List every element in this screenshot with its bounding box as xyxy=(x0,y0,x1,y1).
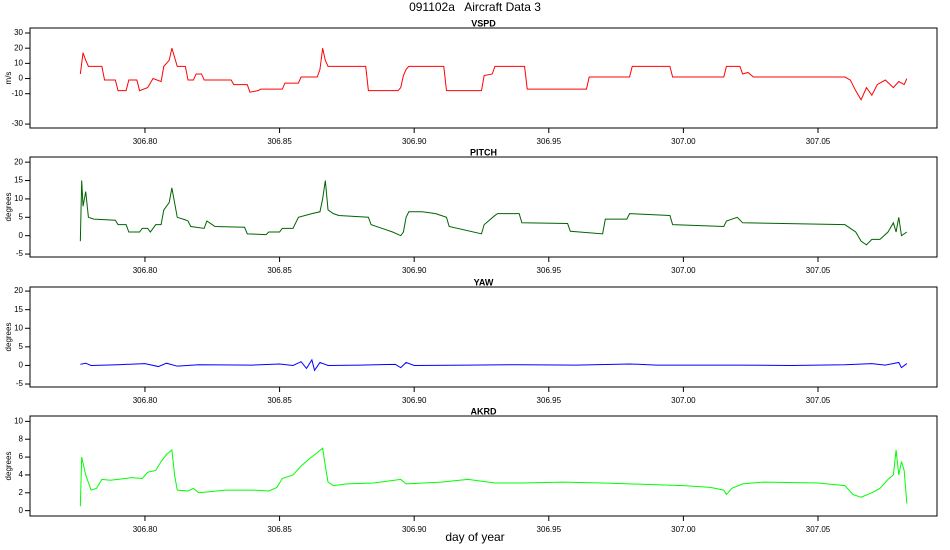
x-tick-label: 306.90 xyxy=(402,396,427,405)
y-tick-label: 20 xyxy=(14,286,23,295)
x-tick-label: 307.00 xyxy=(671,396,696,405)
x-tick-label: 307.00 xyxy=(671,266,696,275)
x-tick-label: 306.80 xyxy=(133,137,158,146)
y-axis-label: m/s xyxy=(4,72,13,85)
x-tick-label: 306.80 xyxy=(133,266,158,275)
x-tick-label: 306.85 xyxy=(267,525,292,534)
panel-title: VSPD xyxy=(471,18,496,28)
y-tick-label: 0 xyxy=(19,231,24,240)
x-axis-label: day of year xyxy=(445,530,504,544)
x-tick-label: 306.95 xyxy=(537,525,562,534)
y-tick-label: 10 xyxy=(14,323,23,332)
x-tick-label: 306.90 xyxy=(402,525,427,534)
data-line xyxy=(80,358,908,372)
panel-title: PITCH xyxy=(470,147,497,157)
y-tick-label: 15 xyxy=(14,305,23,314)
x-tick-label: 306.85 xyxy=(267,266,292,275)
x-tick-label: 306.95 xyxy=(537,396,562,405)
plot-frame xyxy=(29,286,938,388)
x-tick-label: 306.90 xyxy=(402,137,427,146)
x-tick-label: 306.80 xyxy=(133,396,158,405)
x-tick-label: 306.80 xyxy=(133,525,158,534)
y-tick-label: -5 xyxy=(16,249,24,258)
x-tick-label: 307.00 xyxy=(671,137,696,146)
y-tick-label: 10 xyxy=(14,194,23,203)
y-tick-label: -5 xyxy=(16,379,24,388)
y-tick-label: 30 xyxy=(14,28,23,37)
x-tick-label: 306.95 xyxy=(537,266,562,275)
x-tick-label: 307.05 xyxy=(806,525,831,534)
y-tick-label: 20 xyxy=(14,43,23,52)
panel-title: AKRD xyxy=(471,406,497,416)
x-tick-label: 306.90 xyxy=(402,266,427,275)
y-tick-label: 15 xyxy=(14,176,23,185)
y-tick-label: 20 xyxy=(14,157,23,166)
panel-title: YAW xyxy=(474,277,494,287)
data-line xyxy=(79,447,908,507)
y-axis-label: degrees xyxy=(4,452,13,481)
y-tick-label: 0 xyxy=(19,74,24,83)
y-tick-label: 5 xyxy=(19,212,24,221)
y-tick-label: 10 xyxy=(14,416,23,425)
y-tick-label: 4 xyxy=(19,470,24,479)
x-tick-label: 307.00 xyxy=(671,525,696,534)
plot-frame xyxy=(29,415,938,517)
y-tick-label: -10 xyxy=(11,89,23,98)
y-axis-label: degrees xyxy=(4,323,13,352)
y-tick-label: -30 xyxy=(11,119,23,128)
y-tick-label: 6 xyxy=(19,452,24,461)
y-tick-label: 5 xyxy=(19,342,24,351)
plot-frame xyxy=(29,156,938,258)
x-tick-label: 307.05 xyxy=(806,137,831,146)
x-tick-label: 306.85 xyxy=(267,396,292,405)
y-tick-label: 8 xyxy=(19,434,24,443)
x-tick-label: 307.05 xyxy=(806,266,831,275)
x-tick-label: 307.05 xyxy=(806,396,831,405)
y-axis-label: degrees xyxy=(4,193,13,222)
y-tick-label: 0 xyxy=(19,506,24,515)
figure-title: 091102a Aircraft Data 3 xyxy=(409,0,541,14)
plot-frame xyxy=(29,27,938,129)
data-line xyxy=(79,48,908,101)
y-tick-label: 10 xyxy=(14,58,23,67)
data-line xyxy=(79,180,908,246)
y-tick-label: 2 xyxy=(19,488,24,497)
y-tick-label: 0 xyxy=(19,361,24,370)
x-tick-label: 306.95 xyxy=(537,137,562,146)
x-tick-label: 306.85 xyxy=(267,137,292,146)
